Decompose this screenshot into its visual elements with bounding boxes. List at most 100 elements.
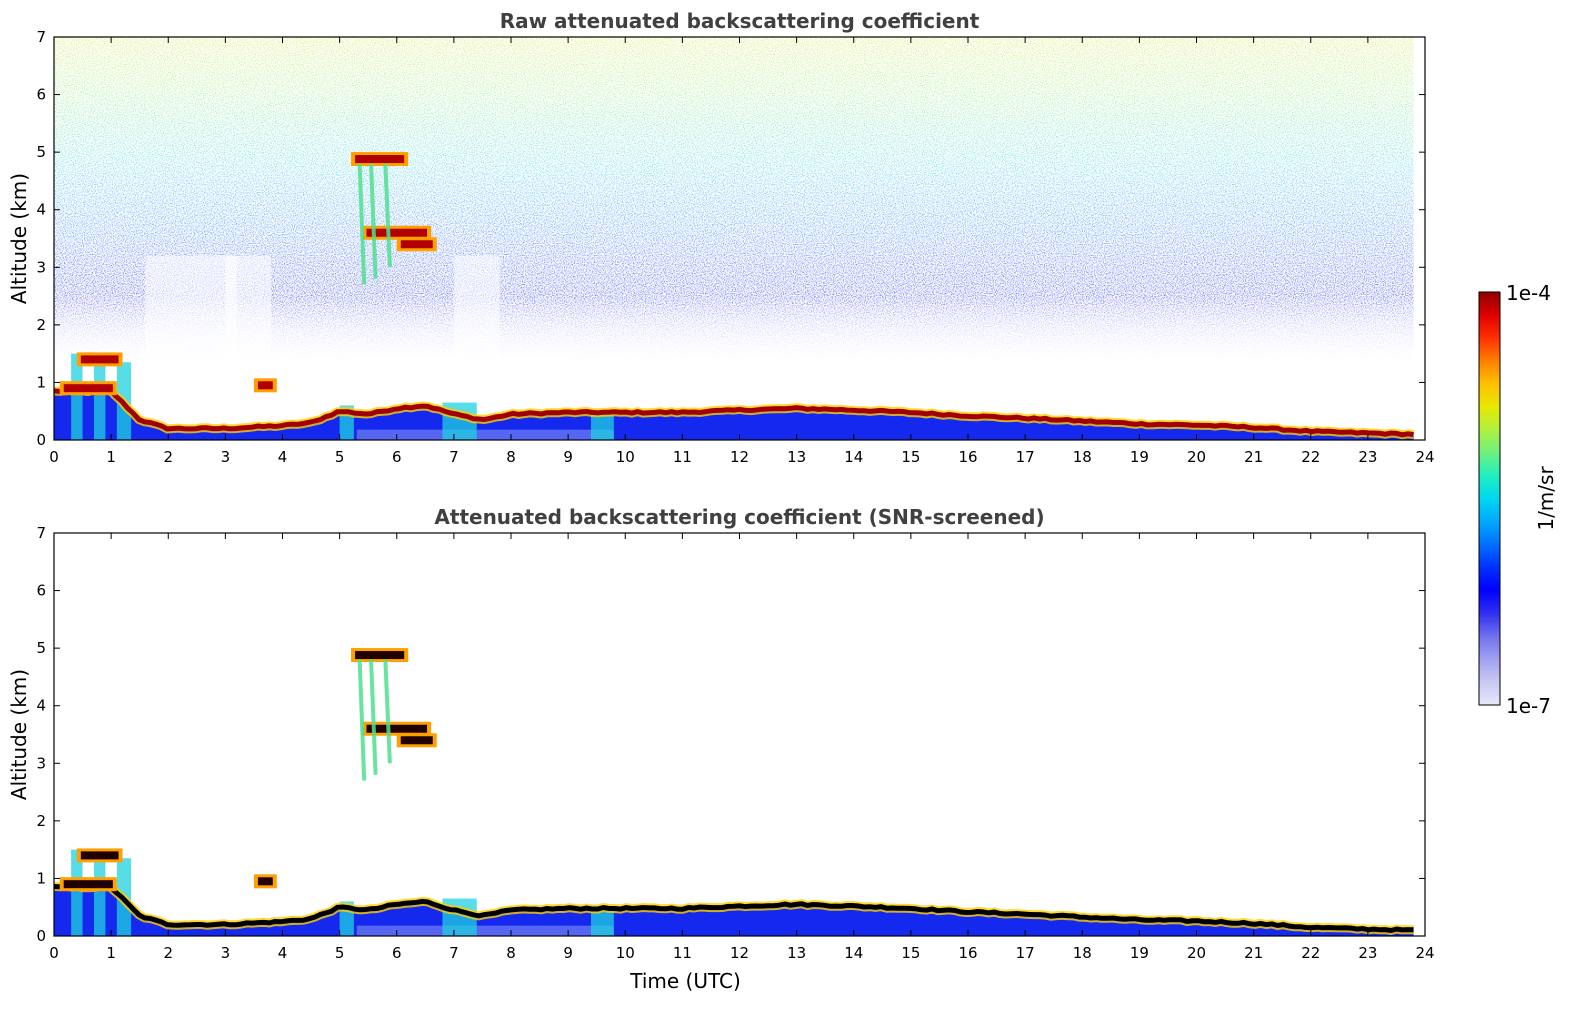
x-tick-label: 22 — [1301, 448, 1320, 466]
heatmap-area — [54, 37, 1425, 440]
cloud-layer — [63, 880, 113, 889]
clear-air-region — [293, 382, 1380, 403]
cloud-layer — [355, 651, 405, 660]
virga-streak — [357, 659, 367, 781]
virga-streak — [383, 163, 392, 268]
x-tick-label: 20 — [1187, 448, 1206, 466]
x-tick-label: 3 — [221, 448, 231, 466]
boundary-layer-top — [54, 387, 1414, 438]
x-tick-label: 24 — [1415, 944, 1434, 962]
x-tick-label: 4 — [278, 448, 288, 466]
x-tick-label: 23 — [1358, 944, 1377, 962]
x-tick-label: 7 — [449, 944, 459, 962]
y-tick-label: 1 — [36, 373, 46, 391]
x-tick-label: 4 — [278, 944, 288, 962]
x-tick-label: 1 — [106, 448, 116, 466]
y-tick-label: 2 — [36, 316, 46, 334]
x-tick-label: 18 — [1073, 944, 1092, 962]
x-tick-label: 10 — [616, 448, 635, 466]
clear-air-region — [145, 255, 237, 423]
boundary-layer-top — [54, 883, 1414, 934]
near-surface-band — [356, 429, 614, 440]
boundary-layer-body — [54, 888, 1414, 936]
virga-streak — [357, 163, 367, 285]
aerosol-column — [93, 855, 106, 936]
x-tick-label: 8 — [506, 448, 516, 466]
cloud-layer — [257, 381, 273, 390]
x-tick-label: 20 — [1187, 944, 1206, 962]
y-tick-label: 5 — [36, 639, 46, 657]
x-axis-label: Time (UTC) — [629, 969, 741, 993]
x-tick-label: 2 — [163, 448, 173, 466]
y-tick-label: 7 — [36, 28, 46, 46]
x-tick-label: 14 — [844, 448, 863, 466]
x-tick-label: 14 — [844, 944, 863, 962]
heatmap-area — [54, 533, 1425, 936]
x-tick-label: 17 — [1016, 448, 1035, 466]
x-tick-label: 3 — [221, 944, 231, 962]
cloud-layer — [366, 724, 428, 733]
x-tick-label: 13 — [787, 944, 806, 962]
cloud-layer — [63, 384, 113, 393]
aerosol-column — [590, 910, 614, 936]
x-tick-label: 19 — [1130, 944, 1149, 962]
x-tick-label: 6 — [392, 448, 402, 466]
x-tick-label: 5 — [335, 448, 345, 466]
y-tick-label: 0 — [36, 431, 46, 449]
x-tick-label: 8 — [506, 944, 516, 962]
x-tick-label: 0 — [49, 944, 59, 962]
cloud-layer — [80, 355, 119, 364]
y-tick-label: 7 — [36, 524, 46, 542]
y-tick-label: 6 — [36, 582, 46, 600]
y-tick-label: 3 — [36, 754, 46, 772]
plot-background — [54, 533, 1425, 936]
x-tick-label: 16 — [958, 944, 977, 962]
cloud-layer — [355, 155, 405, 164]
y-tick-label: 4 — [36, 201, 46, 219]
virga-streak — [369, 163, 378, 279]
x-tick-label: 23 — [1358, 448, 1377, 466]
y-tick-label: 5 — [36, 143, 46, 161]
x-tick-label: 5 — [335, 944, 345, 962]
x-tick-label: 12 — [730, 448, 749, 466]
y-tick-label: 2 — [36, 812, 46, 830]
x-tick-label: 9 — [563, 448, 573, 466]
x-tick-label: 11 — [673, 448, 692, 466]
aerosol-column — [590, 414, 614, 440]
x-tick-label: 13 — [787, 448, 806, 466]
boundary-layer-body — [54, 392, 1414, 440]
x-tick-label: 19 — [1130, 448, 1149, 466]
x-tick-label: 10 — [616, 944, 635, 962]
colorbar: 1e-4 1e-7 1/m/sr — [1478, 281, 1558, 718]
x-tick-label: 7 — [449, 448, 459, 466]
virga-streak — [383, 659, 392, 764]
colorbar-max-label: 1e-4 — [1506, 281, 1551, 305]
y-tick-label: 3 — [36, 258, 46, 276]
y-tick-label: 0 — [36, 927, 46, 945]
panel-title: Attenuated backscattering coefficient (S… — [434, 505, 1044, 529]
colorbar-unit-label: 1/m/sr — [1534, 466, 1558, 531]
aerosol-column — [93, 359, 106, 440]
x-tick-label: 21 — [1244, 944, 1263, 962]
x-tick-label: 21 — [1244, 448, 1263, 466]
x-tick-label: 2 — [163, 944, 173, 962]
x-tick-label: 24 — [1415, 448, 1434, 466]
cloud-layer — [80, 851, 119, 860]
aerosol-column — [71, 353, 83, 440]
panel-title: Raw attenuated backscattering coefficien… — [500, 9, 980, 33]
aerosol-column — [71, 849, 83, 936]
y-tick-label: 1 — [36, 869, 46, 887]
colorbar-gradient — [1478, 291, 1501, 706]
x-tick-label: 16 — [958, 448, 977, 466]
x-tick-label: 18 — [1073, 448, 1092, 466]
cloud-layer — [257, 877, 273, 886]
x-tick-label: 0 — [49, 448, 59, 466]
clear-air-region — [225, 255, 272, 423]
x-tick-label: 1 — [106, 944, 116, 962]
cloud-layer — [400, 240, 433, 249]
panel-snr-screened: 0 1 2 3 4 5 6 7 8 9 10 11 12 13 14 15 16 17 18 19 20 21 22 23 24… — [7, 505, 1435, 993]
panel-raw: 0 1 2 3 4 5 6 7 8 9 10 11 12 13 14 15 16 17 18 19 20 21 22 23 24… — [7, 9, 1435, 466]
cloud-layer — [366, 228, 428, 237]
y-axis-label: Altitude (km) — [7, 669, 31, 800]
